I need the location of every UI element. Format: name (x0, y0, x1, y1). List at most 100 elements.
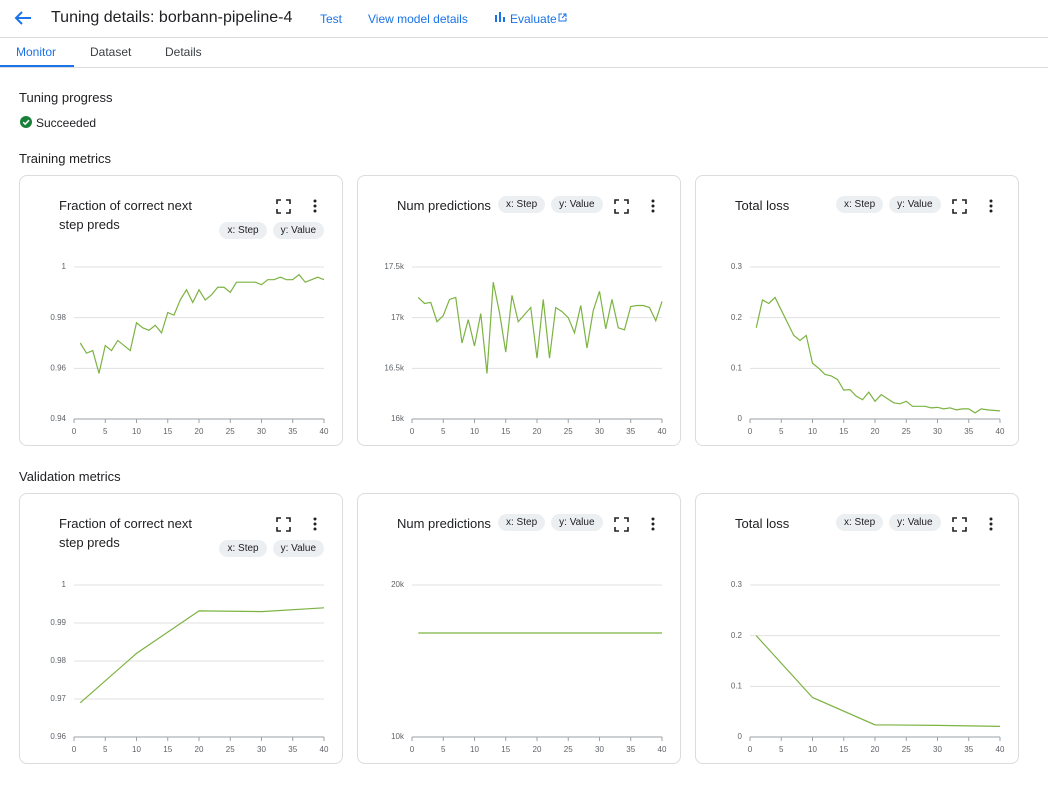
x-tick-label: 15 (163, 745, 172, 754)
x-tick-label: 10 (808, 745, 817, 754)
series-line (755, 296, 1001, 414)
y-tick-label: 10k (391, 732, 405, 741)
x-chip[interactable]: x: Step (498, 514, 546, 531)
y-chip[interactable]: y: Value (272, 222, 324, 239)
x-tick-label: 35 (288, 427, 297, 436)
x-tick-label: 25 (564, 427, 573, 436)
x-tick-label: 35 (964, 745, 973, 754)
menu-dot (651, 522, 655, 526)
y-tick-label: 0.94 (50, 414, 66, 423)
x-tick-label: 20 (195, 745, 204, 754)
x-tick-label: 40 (996, 745, 1005, 754)
menu-dot (651, 527, 655, 531)
menu-dot (651, 517, 655, 521)
axis-chips: x: Step y: Value (836, 514, 941, 531)
x-tick-label: 40 (996, 427, 1005, 436)
status: Succeeded (36, 116, 97, 130)
x-tick-label: 20 (871, 745, 880, 754)
fullscreen-button[interactable] (614, 199, 629, 214)
x-tick-label: 5 (441, 745, 446, 754)
x-tick-label: 15 (839, 427, 848, 436)
x-tick-label: 35 (288, 745, 297, 754)
x-tick-label: 15 (501, 745, 510, 754)
y-tick-label: 0.3 (731, 262, 743, 271)
x-chip[interactable]: x: Step (498, 196, 546, 213)
fullscreen-button[interactable] (952, 517, 967, 532)
x-tick-label: 10 (132, 427, 141, 436)
y-chip[interactable]: y: Value (889, 514, 941, 531)
x-tick-label: 25 (902, 427, 911, 436)
x-tick-label: 20 (195, 427, 204, 436)
y-tick-label: 0.98 (50, 313, 66, 322)
x-chip[interactable]: x: Step (836, 514, 884, 531)
y-tick-label: 0 (738, 414, 743, 423)
x-chip[interactable]: x: Step (219, 222, 267, 239)
chart-title: Num predictions (397, 516, 491, 531)
y-tick-label: 0.1 (731, 681, 743, 690)
tab-dataset[interactable]: Dataset (90, 45, 132, 59)
x-tick-label: 40 (658, 427, 667, 436)
external-icon (558, 13, 567, 22)
x-tick-label: 30 (595, 427, 604, 436)
chart-title: Fraction of correct next step preds (59, 516, 192, 550)
series-line (417, 282, 663, 374)
fullscreen-button[interactable] (614, 517, 629, 532)
x-tick-label: 30 (595, 745, 604, 754)
axis-chips: x: Step y: Value (219, 222, 324, 239)
menu-dot (313, 527, 317, 531)
fullscreen-button[interactable] (276, 199, 291, 214)
tab-monitor[interactable]: Monitor (16, 45, 57, 59)
y-chip[interactable]: y: Value (272, 540, 324, 557)
menu-dot (989, 209, 993, 213)
back-button[interactable] (14, 10, 32, 26)
menu-dot (989, 204, 993, 208)
y-chip[interactable]: y: Value (551, 196, 603, 213)
success-icon (20, 116, 32, 128)
y-tick-label: 20k (391, 580, 405, 589)
y-tick-label: 17.5k (384, 262, 405, 271)
chart: 0 0.1 0.2 0.3 0 5 10 15 20 25 30 35 40 (731, 199, 1005, 436)
x-tick-label: 15 (163, 427, 172, 436)
y-chip[interactable]: y: Value (551, 514, 603, 531)
x-tick-label: 0 (410, 427, 415, 436)
x-tick-label: 10 (470, 427, 479, 436)
evaluate-link[interactable]: Evaluate (510, 12, 557, 26)
series-line (79, 607, 325, 704)
menu-dot (313, 209, 317, 213)
axis-chips: x: Step y: Value (219, 540, 324, 557)
chart-title: Total loss (735, 198, 790, 213)
menu-dot (989, 527, 993, 531)
x-tick-label: 10 (808, 427, 817, 436)
chart: 16k 16.5k 17k 17.5k 0 5 10 15 20 25 30 35 40 (384, 199, 667, 436)
menu-dot (651, 209, 655, 213)
y-tick-label: 1 (62, 580, 67, 589)
menu-dot (989, 522, 993, 526)
x-tick-label: 40 (320, 427, 329, 436)
metric-card: Fraction of correct next step preds x: St… (19, 493, 343, 764)
x-tick-label: 15 (839, 745, 848, 754)
test-link[interactable]: Test (320, 12, 343, 26)
x-tick-label: 30 (257, 427, 266, 436)
x-chip[interactable]: x: Step (836, 196, 884, 213)
fullscreen-button[interactable] (276, 517, 291, 532)
x-tick-label: 0 (410, 745, 415, 754)
y-tick-label: 0.3 (731, 580, 743, 589)
tab-details[interactable]: Details (165, 45, 202, 59)
x-tick-label: 0 (72, 427, 77, 436)
menu-dot (313, 204, 317, 208)
page-title: Tuning details: borbann-pipeline-4 (51, 9, 293, 26)
evaluate-icon (495, 12, 505, 22)
x-chip[interactable]: x: Step (219, 540, 267, 557)
y-chip[interactable]: y: Value (889, 196, 941, 213)
x-tick-label: 40 (658, 745, 667, 754)
axis-chips: x: Step y: Value (836, 196, 941, 213)
fullscreen-button[interactable] (952, 199, 967, 214)
x-tick-label: 20 (533, 745, 542, 754)
model-details-link[interactable]: View model details (368, 12, 468, 26)
x-tick-label: 5 (103, 427, 108, 436)
x-tick-label: 5 (779, 427, 784, 436)
y-tick-label: 0.2 (731, 313, 743, 322)
